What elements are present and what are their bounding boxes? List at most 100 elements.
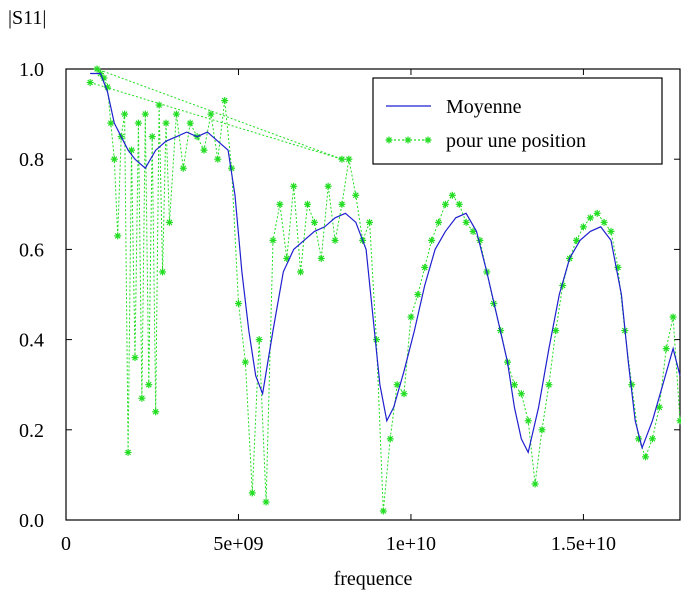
data-point [180,165,187,172]
data-point [394,381,401,388]
data-point [656,404,663,411]
data-point [587,214,594,221]
data-point [373,336,380,343]
data-point [608,228,614,235]
data-point [663,345,670,352]
y-tick-label: 0.8 [19,149,44,171]
data-point [270,237,276,244]
data-point [442,201,449,208]
data-point [642,453,649,460]
data-point [235,300,242,307]
legend: Moyenne pour une position [372,77,663,165]
data-point [463,219,470,226]
data-point [121,111,128,117]
x-tick-label: 1e+10 [386,533,436,555]
data-point [401,390,407,397]
data-point [173,111,180,117]
data-point [332,237,338,244]
x-axis-label: frequence [334,568,413,590]
data-point [601,219,608,226]
data-point [456,201,463,208]
data-point [477,237,483,244]
data-point [107,120,114,127]
data-point [573,237,580,244]
plot-frame [65,68,681,521]
data-point [221,97,228,104]
data-point [649,435,656,442]
data-point [152,408,159,415]
data-point [380,508,387,514]
data-point [111,156,118,163]
data-point [435,219,442,226]
y-tick-label: 0.2 [19,420,44,442]
x-tick-label: 5e+09 [213,533,263,555]
data-point [670,314,677,320]
data-point [94,66,100,72]
legend-label-moyenne: Moyenne [446,96,522,118]
data-point [470,228,476,235]
data-point [297,269,304,275]
y-tick-label: 0.0 [19,510,44,532]
data-point [318,255,325,262]
legend-box [372,77,663,165]
data-point [163,120,169,127]
data-point [311,219,318,226]
data-point [518,390,525,397]
data-point [149,133,156,140]
data-point [242,359,249,366]
data-point [325,183,332,190]
data-point [425,137,431,143]
y-tick-label: 1.0 [19,59,44,81]
data-point [125,449,131,456]
data-point [580,223,587,230]
data-point [449,192,456,199]
data-point [263,499,269,505]
data-point [156,102,163,108]
data-point [546,381,552,388]
data-point [135,120,142,127]
data-point [187,120,194,127]
series-layer [86,65,681,515]
data-point [256,336,263,343]
data-point [366,219,373,226]
data-point [635,435,642,442]
data-point [87,79,94,86]
data-point [345,156,352,163]
legend-markers [385,136,432,144]
data-point [249,490,256,496]
data-point [552,327,559,334]
data-point [132,354,138,361]
data-point [628,381,635,388]
data-point [145,381,152,388]
data-point [387,435,394,442]
legend-label-pour-une-position: pour une position [446,130,586,152]
data-point [421,264,428,271]
data-point [386,137,392,143]
series-markers-pour-une-position [86,65,681,515]
data-point [283,255,290,262]
data-point [352,192,359,199]
y-ticks: 0.0 0.2 0.4 0.6 0.8 1.0 [19,59,680,532]
data-point [207,111,214,117]
data-point [276,201,283,208]
data-point [525,417,532,424]
data-point [304,201,311,208]
data-point [405,137,411,143]
series-line-moyenne [90,72,681,455]
data-point [114,232,121,239]
data-point [408,314,414,320]
data-point [428,237,435,244]
data-point [339,156,345,163]
data-point [214,156,221,163]
data-point [511,381,518,388]
data-point [166,219,173,226]
data-point [142,111,149,117]
y-tick-label: 0.4 [19,330,44,352]
data-point [228,165,235,172]
data-point [339,201,345,208]
data-point [532,481,539,487]
y-axis-label: |S11| [8,7,46,29]
x-tick-label: 1.5e+10 [551,533,616,555]
data-point [138,395,145,402]
